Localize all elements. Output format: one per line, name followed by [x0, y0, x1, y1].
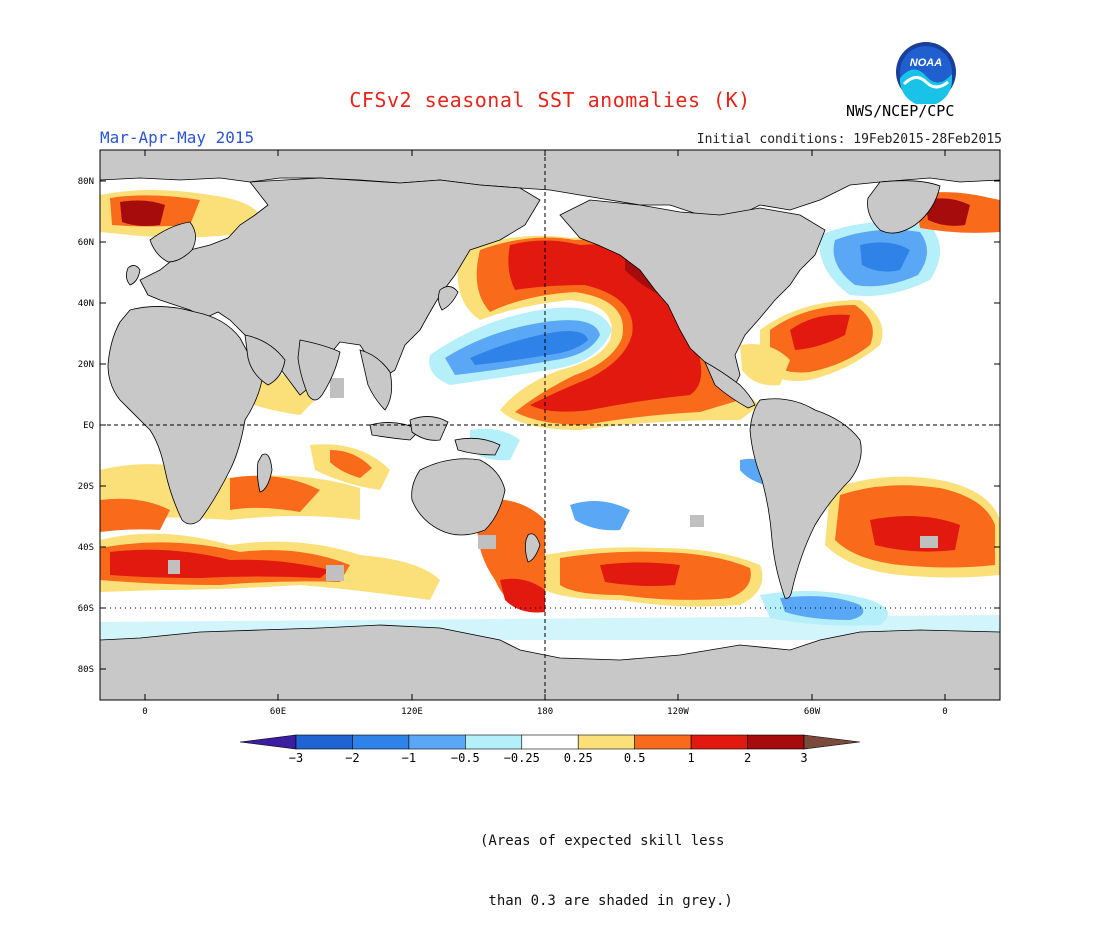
- skill-mask: [690, 515, 704, 527]
- legend-bin-low: [239, 734, 297, 750]
- antarctica: [99, 624, 1001, 701]
- skill-footnote: (Areas of expected skill less than 0.3 a…: [480, 791, 733, 931]
- british-isles: [126, 265, 141, 286]
- lat-tick-label: 40S: [78, 543, 94, 553]
- new-guinea: [454, 437, 501, 456]
- noaa-logo: NOAA: [896, 42, 956, 104]
- central-america: [704, 361, 756, 409]
- lon-tick-label: 0: [142, 707, 147, 717]
- footnote-line-1: (Areas of expected skill less: [480, 833, 725, 849]
- legend-bin-high: [803, 734, 861, 750]
- longitude-axis: 0 60E 120E 180 120W 60W 0: [142, 150, 948, 717]
- greenland: [867, 180, 941, 234]
- lon-tick-label: 0: [942, 707, 947, 717]
- anomaly-patch: [740, 344, 790, 386]
- footnote-line-2: than 0.3 are shaded in grey.): [480, 893, 733, 909]
- anomaly-patch: [600, 562, 680, 586]
- scandinavia: [149, 221, 196, 263]
- lat-tick-label: 60S: [78, 604, 94, 614]
- lon-tick-label: 60E: [270, 707, 286, 717]
- anomaly-patch: [780, 596, 864, 620]
- noaa-logo-wave-crest: [902, 76, 949, 89]
- legend-boundary-label: −2: [345, 751, 359, 765]
- skill-mask: [326, 565, 344, 581]
- anomaly-patch: [870, 516, 960, 552]
- legend-boundary-label: 1: [687, 751, 694, 765]
- forecast-period: Mar-Apr-May 2015: [100, 128, 255, 147]
- lat-tick-label: 20S: [78, 482, 94, 492]
- lat-tick-label: EQ: [83, 421, 94, 431]
- japan: [438, 286, 459, 311]
- lon-tick-label: 120E: [401, 707, 423, 717]
- legend-boundary-label: 0.5: [624, 751, 646, 765]
- arabia: [244, 334, 286, 386]
- anomaly-patch: [120, 200, 165, 226]
- legend-bin: [577, 734, 635, 750]
- legend-bin: [408, 734, 466, 750]
- north-america: [559, 199, 826, 386]
- lat-tick-label: 80S: [78, 665, 94, 675]
- new-zealand: [524, 533, 541, 563]
- lon-tick-label: 180: [537, 707, 553, 717]
- legend-boundary-label: −3: [289, 751, 303, 765]
- anomaly-patch: [470, 331, 588, 365]
- anomaly-patch: [230, 475, 320, 512]
- legend-boundary-label: 3: [800, 751, 807, 765]
- australia: [411, 458, 506, 536]
- latitude-axis: 80N 60N 40N 20N EQ 20S 40S 60S 80S: [78, 177, 1000, 675]
- sumatra: [369, 422, 421, 441]
- anomaly-patch: [330, 450, 372, 478]
- legend-bin: [295, 734, 353, 750]
- south-america: [749, 398, 862, 599]
- land-masses: [99, 149, 1001, 701]
- lat-tick-label: 60N: [78, 238, 94, 248]
- legend-bin: [465, 734, 523, 750]
- legend-bin: [747, 734, 805, 750]
- noaa-logo-text: NOAA: [910, 57, 942, 69]
- lon-tick-label: 120W: [667, 707, 689, 717]
- legend-boundary-label: −1: [402, 751, 416, 765]
- legend-boundary-label: −0.25: [504, 751, 540, 765]
- anomaly-patch: [790, 314, 850, 350]
- anomaly-patch: [100, 498, 170, 532]
- skill-mask: [478, 535, 496, 549]
- skill-mask: [330, 378, 344, 398]
- anomaly-patch: [110, 549, 330, 578]
- skill-mask: [920, 536, 938, 548]
- legend-bin: [690, 734, 748, 750]
- anomaly-patch: [570, 501, 630, 531]
- anomaly-patch: [860, 242, 910, 272]
- anomaly-patch: [925, 198, 970, 226]
- borneo: [409, 416, 449, 441]
- legend-bin: [521, 734, 579, 750]
- legend-bin: [634, 734, 692, 750]
- lat-tick-label: 40N: [78, 299, 94, 309]
- indochina: [359, 349, 393, 411]
- africa: [107, 306, 263, 525]
- legend-bin: [352, 734, 410, 750]
- lat-tick-label: 80N: [78, 177, 94, 187]
- color-legend: [239, 734, 861, 750]
- india: [297, 339, 341, 401]
- legend-boundary-label: 2: [744, 751, 751, 765]
- anomaly-patch: [500, 578, 545, 613]
- legend-labels: −3 −2 −1 −0.5 −0.25 0.25 0.5 1 2 3: [289, 751, 808, 765]
- skill-mask: [168, 560, 180, 574]
- initial-conditions: Initial conditions: 19Feb2015-28Feb2015: [696, 132, 1002, 147]
- madagascar: [256, 453, 273, 493]
- lon-tick-label: 60W: [804, 707, 821, 717]
- map-title: CFSv2 seasonal SST anomalies (K): [349, 88, 751, 112]
- agency-label: NWS/NCEP/CPC: [846, 102, 955, 120]
- legend-boundary-label: 0.25: [564, 751, 593, 765]
- legend-boundary-label: −0.5: [451, 751, 480, 765]
- lat-tick-label: 20N: [78, 360, 94, 370]
